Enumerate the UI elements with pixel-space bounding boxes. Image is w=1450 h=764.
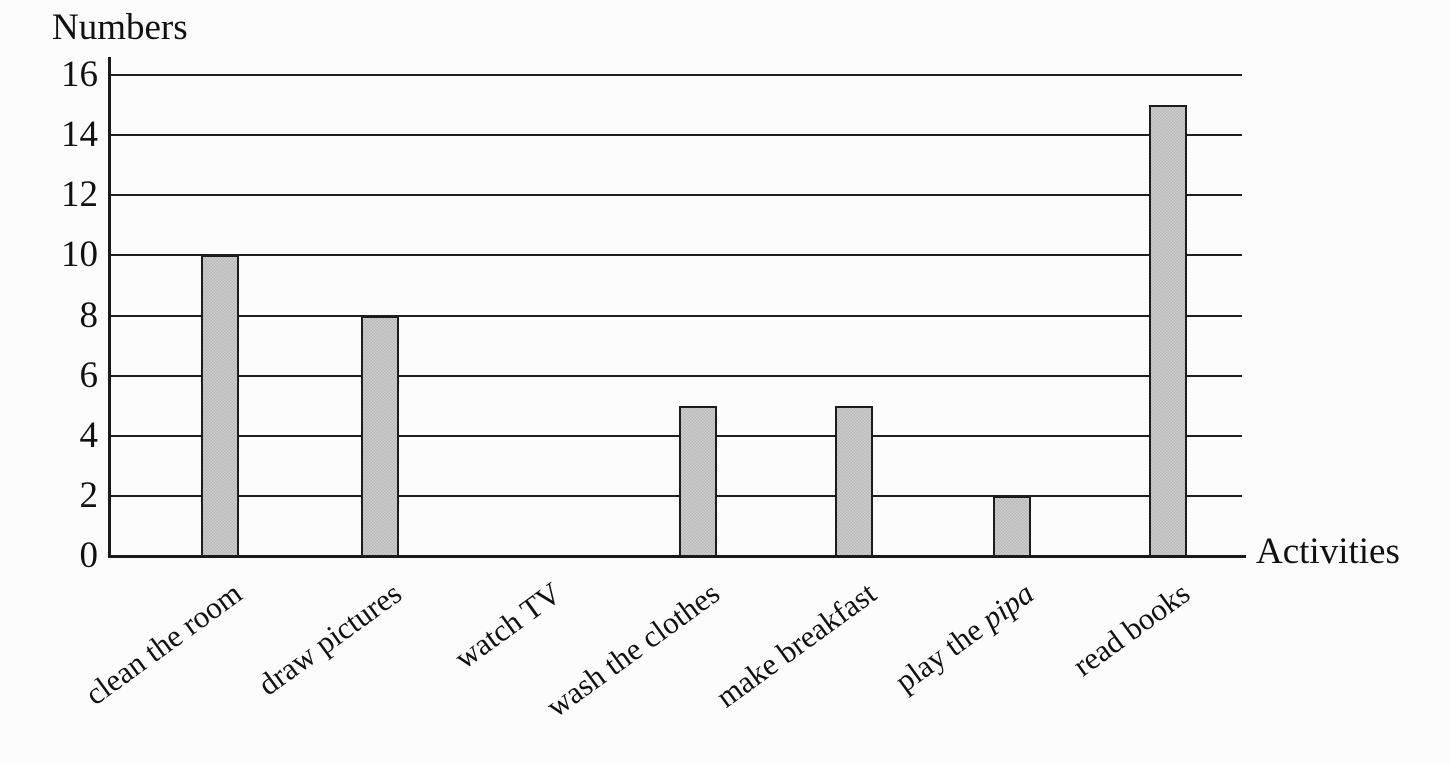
category-label-segment: read books xyxy=(1066,575,1196,683)
category-label-1: draw pictures xyxy=(251,575,408,703)
category-label-segment: draw pictures xyxy=(251,575,408,703)
bar-5 xyxy=(993,495,1031,557)
x-axis-title: Activities xyxy=(1256,531,1400,572)
bar-6 xyxy=(1149,105,1187,557)
category-label-segment: clean the room xyxy=(78,575,248,712)
gridline-8 xyxy=(110,314,1242,317)
y-tick-label-8: 8 xyxy=(79,294,99,336)
category-label-3: wash the clothes xyxy=(539,575,726,724)
gridline-10 xyxy=(110,254,1242,257)
category-label-4: make breakfast xyxy=(708,575,882,715)
gridline-14 xyxy=(110,134,1242,137)
y-tick-label-0: 0 xyxy=(79,535,99,576)
y-tick-label-12: 12 xyxy=(61,174,98,216)
gridline-16 xyxy=(110,74,1242,76)
bar-4 xyxy=(835,405,873,557)
y-tick-label-16: 16 xyxy=(61,54,98,95)
category-label-segment: watch TV xyxy=(448,575,568,676)
x-axis-line xyxy=(108,555,1246,558)
category-label-5: play the pipa xyxy=(888,575,1040,699)
gridline-4 xyxy=(110,434,1242,437)
bar-3 xyxy=(679,405,717,557)
y-tick-label-14: 14 xyxy=(61,114,98,156)
y-tick-label-6: 6 xyxy=(79,354,99,396)
category-label-segment: wash the clothes xyxy=(539,575,726,724)
gridline-2 xyxy=(110,494,1242,497)
category-label-segment: play the xyxy=(888,607,996,699)
gridline-12 xyxy=(110,194,1242,197)
category-label-2: watch TV xyxy=(448,575,568,676)
category-label-0: clean the room xyxy=(78,575,248,712)
category-label-segment: make breakfast xyxy=(708,575,882,715)
gridline-6 xyxy=(110,374,1242,377)
y-tick-label-2: 2 xyxy=(79,474,99,516)
y-axis-line xyxy=(108,57,111,558)
bar-1 xyxy=(361,315,399,557)
bar-0 xyxy=(201,255,239,557)
y-axis-title: Numbers xyxy=(52,7,188,48)
category-label-6: read books xyxy=(1066,575,1196,683)
y-tick-label-10: 10 xyxy=(61,234,98,276)
y-tick-label-4: 4 xyxy=(79,414,99,456)
